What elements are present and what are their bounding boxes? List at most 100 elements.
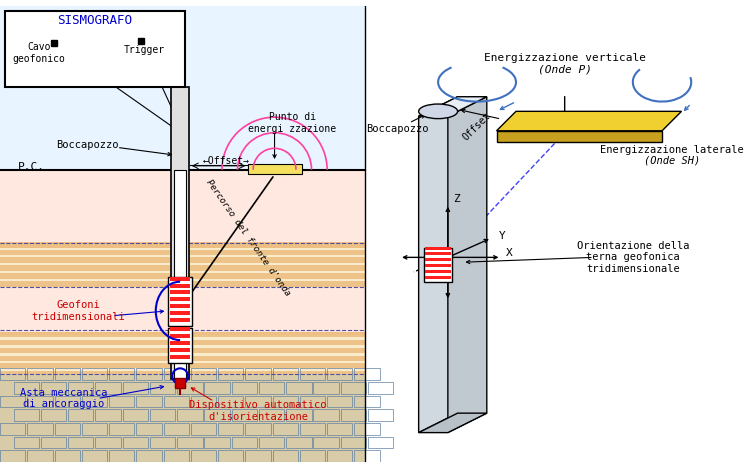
Bar	[300, 368, 325, 380]
Bar	[137, 395, 162, 407]
Bar	[245, 395, 270, 407]
Bar	[0, 273, 365, 279]
Bar	[5, 11, 185, 87]
Bar	[27, 423, 53, 435]
Text: Boccapozzo: Boccapozzo	[366, 124, 429, 134]
Bar	[426, 253, 451, 256]
Bar	[0, 356, 365, 360]
Bar	[82, 423, 107, 435]
Polygon shape	[497, 131, 662, 142]
Bar	[109, 423, 134, 435]
Text: P.C.: P.C.	[17, 162, 45, 172]
Bar	[0, 374, 365, 462]
Bar	[175, 378, 185, 388]
Bar	[426, 258, 451, 261]
Bar	[0, 348, 365, 353]
Bar	[300, 423, 325, 435]
Text: Energizzazione verticale: Energizzazione verticale	[484, 53, 646, 63]
Text: (Onde SH): (Onde SH)	[644, 156, 700, 166]
Bar	[327, 395, 353, 407]
Bar	[424, 248, 451, 282]
Bar	[171, 284, 190, 287]
Bar	[177, 382, 202, 394]
Bar	[218, 450, 243, 462]
Text: ←Offset→: ←Offset→	[202, 156, 249, 166]
Bar	[171, 334, 190, 338]
Bar	[95, 382, 121, 394]
Text: Cavo
geofonico: Cavo geofonico	[13, 42, 66, 64]
Bar	[171, 291, 190, 294]
Bar	[164, 423, 189, 435]
Bar	[0, 242, 365, 248]
Bar	[286, 382, 312, 394]
Bar	[0, 170, 365, 248]
Ellipse shape	[418, 104, 458, 118]
Bar	[177, 409, 202, 421]
Bar	[68, 382, 94, 394]
Bar	[248, 164, 302, 174]
Bar	[68, 409, 94, 421]
Bar	[54, 450, 80, 462]
Text: (Onde P): (Onde P)	[538, 65, 592, 74]
Bar	[232, 409, 257, 421]
Bar	[273, 395, 298, 407]
Bar	[150, 437, 175, 448]
Bar	[426, 264, 451, 267]
Bar	[327, 423, 353, 435]
Text: Orientazione della
terna geofonica
tridimensionale: Orientazione della terna geofonica tridi…	[577, 241, 689, 274]
Bar	[0, 286, 365, 335]
Bar	[205, 409, 230, 421]
Bar	[164, 395, 189, 407]
Bar	[245, 423, 270, 435]
Bar	[191, 368, 216, 380]
Bar	[218, 395, 243, 407]
Bar	[191, 423, 216, 435]
Bar	[41, 437, 66, 448]
Text: Percorso del fronte d'onda: Percorso del fronte d'onda	[205, 178, 292, 298]
Bar	[168, 329, 192, 363]
Bar	[354, 423, 380, 435]
Bar	[150, 382, 175, 394]
Bar	[0, 257, 365, 263]
Bar	[82, 368, 107, 380]
Bar	[0, 450, 26, 462]
Bar	[300, 450, 325, 462]
Bar	[109, 450, 134, 462]
Bar	[368, 409, 393, 421]
Bar	[14, 437, 39, 448]
Bar	[191, 395, 216, 407]
Bar	[426, 270, 451, 273]
Bar	[171, 348, 190, 352]
Bar	[54, 368, 80, 380]
Bar	[232, 437, 257, 448]
Bar	[171, 311, 190, 315]
Bar	[137, 368, 162, 380]
Bar	[41, 382, 66, 394]
Bar	[14, 409, 39, 421]
Bar	[171, 277, 190, 281]
Text: Asta meccanica
di ancoraggio: Asta meccanica di ancoraggio	[20, 388, 107, 410]
Bar	[0, 364, 365, 368]
Bar	[327, 450, 353, 462]
Bar	[273, 368, 298, 380]
Bar	[122, 437, 148, 448]
Bar	[168, 277, 192, 326]
Bar	[137, 450, 162, 462]
Bar	[171, 304, 190, 308]
Bar	[82, 450, 107, 462]
Text: X: X	[507, 249, 513, 258]
Bar	[82, 395, 107, 407]
Text: Y: Y	[498, 231, 505, 241]
Bar	[137, 423, 162, 435]
Bar	[327, 368, 353, 380]
Bar	[0, 281, 365, 286]
Bar	[0, 265, 365, 271]
Bar	[27, 450, 53, 462]
Bar	[218, 368, 243, 380]
Text: Dispositivo automatico
d'isorientazione: Dispositivo automatico d'isorientazione	[190, 401, 327, 422]
Bar	[259, 437, 285, 448]
Text: Offset: Offset	[461, 110, 493, 142]
Polygon shape	[448, 97, 487, 432]
Bar	[0, 371, 365, 376]
Bar	[259, 409, 285, 421]
